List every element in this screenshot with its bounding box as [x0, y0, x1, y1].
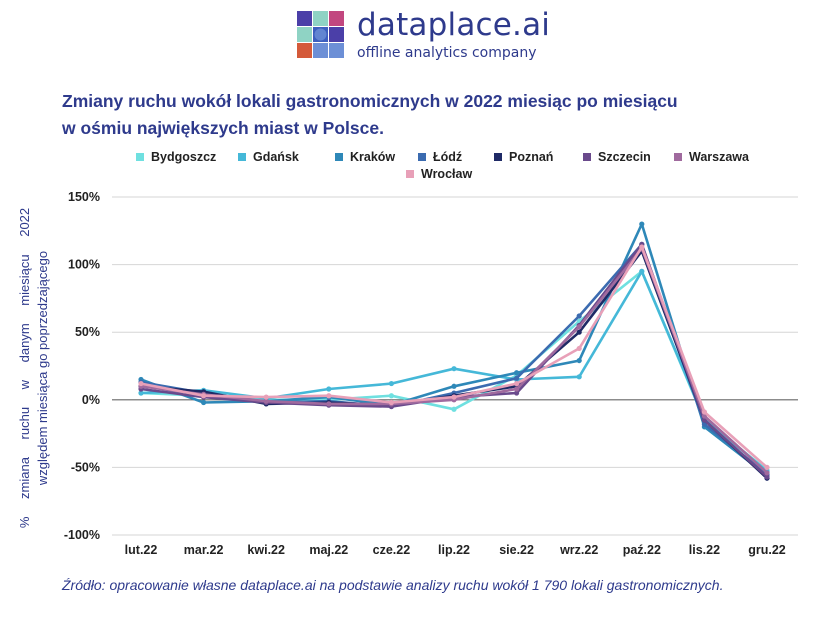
data-point [201, 399, 207, 406]
data-point [451, 383, 457, 389]
data-point [138, 390, 144, 396]
x-tick-label: mar.22 [184, 543, 224, 557]
legend-label: Kraków [350, 150, 396, 164]
data-point [764, 470, 770, 476]
legend-swatch [406, 170, 414, 178]
legend-label: Gdańsk [253, 150, 299, 164]
data-point [514, 390, 520, 396]
brand-logo: dataplace.ai offline analytics company [297, 7, 557, 63]
data-point [514, 375, 520, 381]
x-tick-label: sie.22 [499, 543, 534, 557]
data-point [388, 399, 394, 406]
data-point [263, 394, 269, 400]
legend-swatch [583, 153, 591, 161]
data-point [201, 393, 207, 399]
chart-legend: Bydgoszcz Gdańsk Kraków Łódź Poznań Szczecin W… [120, 150, 760, 186]
y-tick-label: 100% [68, 258, 100, 272]
data-point [576, 345, 582, 352]
x-tick-label: lut.22 [125, 543, 158, 557]
data-point [576, 374, 582, 380]
data-point [451, 366, 457, 372]
legend-item: Bydgoszcz [136, 150, 216, 164]
legend-item: Łódź [418, 150, 462, 164]
data-point [639, 221, 645, 227]
legend-item: Szczecin [583, 150, 651, 164]
y-tick-label: -50% [71, 460, 100, 474]
legend-label: Wrocław [421, 167, 473, 181]
x-tick-label: gru.22 [748, 543, 786, 557]
series-line [139, 249, 769, 480]
data-point [514, 386, 520, 392]
data-point [764, 474, 770, 480]
y-tick-label: -100% [64, 528, 100, 542]
data-point [388, 393, 394, 399]
data-point [451, 394, 457, 400]
legend-swatch [418, 153, 426, 161]
series-line [139, 245, 769, 469]
series-line [139, 270, 769, 473]
legend-swatch [238, 153, 246, 161]
data-point [514, 380, 520, 387]
brand-tagline: offline analytics company [357, 45, 537, 61]
legend-swatch [335, 153, 343, 161]
legend-label: Szczecin [598, 150, 651, 164]
x-tick-label: wrz.22 [559, 543, 598, 557]
x-tick-label: paź.22 [623, 543, 661, 557]
data-point [639, 244, 645, 250]
series-line [139, 222, 769, 477]
y-tick-label: 150% [68, 190, 100, 204]
data-point [388, 380, 394, 387]
chart-title-line-2: w ośmiu największych miast w Polsce. [62, 118, 384, 138]
legend-label: Bydgoszcz [151, 150, 217, 164]
legend-swatch [494, 153, 502, 161]
data-point [576, 329, 582, 335]
x-tick-label: cze.22 [373, 543, 411, 557]
legend-item: Kraków [335, 150, 395, 164]
x-tick-label: kwi.22 [247, 543, 285, 557]
dataplace-logo-icon [297, 11, 344, 58]
data-point [576, 357, 582, 364]
legend-label: Poznań [509, 150, 554, 164]
data-point [138, 380, 144, 387]
source-note: Źródło: opracowanie własne dataplace.ai … [62, 577, 724, 593]
chart-title-line-1: Zmiany ruchu wokół lokali gastronomiczny… [62, 91, 678, 111]
legend-item: Warszawa [674, 150, 749, 164]
series-line [139, 247, 769, 475]
data-point [263, 398, 269, 404]
x-tick-label: maj.22 [309, 543, 348, 557]
legend-label: Łódź [433, 150, 463, 164]
series-line [139, 243, 769, 479]
data-point [326, 386, 332, 392]
data-point [576, 313, 582, 319]
legend-item: Poznań [494, 150, 553, 164]
data-point [514, 370, 520, 376]
x-tick-label: lip.22 [438, 543, 470, 557]
series-line [139, 243, 769, 476]
data-point [576, 324, 582, 330]
y-tick-label: 0% [82, 393, 100, 407]
legend-item: Gdańsk [238, 150, 299, 164]
data-point [326, 401, 332, 407]
brand-name: dataplace.ai [357, 7, 551, 43]
x-tick-label: lis.22 [689, 543, 720, 557]
data-point [326, 393, 332, 399]
data-point [701, 409, 708, 415]
legend-swatch [136, 153, 144, 161]
legend-item: Wrocław [406, 167, 472, 181]
legend-swatch [674, 153, 682, 161]
y-tick-label: 50% [75, 325, 100, 339]
data-point [764, 464, 770, 470]
chart-title: Zmiany ruchu wokół lokali gastronomiczny… [62, 88, 762, 142]
legend-label: Warszawa [689, 150, 749, 164]
data-point [639, 268, 645, 274]
data-point [451, 406, 457, 412]
